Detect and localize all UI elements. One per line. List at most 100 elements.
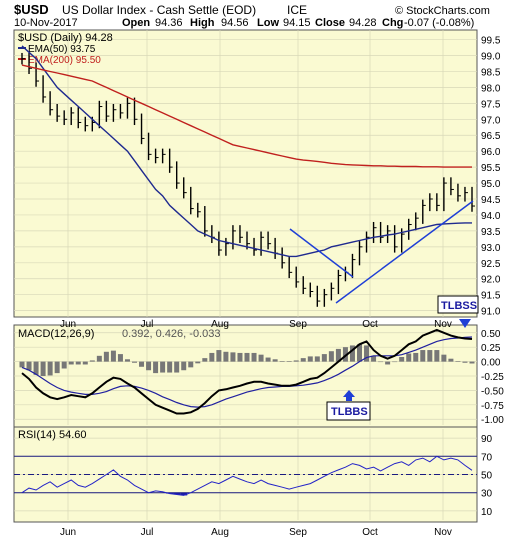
macd-histogram-bar xyxy=(420,350,426,362)
rsi-y-tick-label: 90 xyxy=(481,434,493,445)
high-label: High xyxy=(190,17,215,29)
macd-histogram-bar xyxy=(47,361,53,376)
tlbss-arrow-icon xyxy=(459,319,471,328)
macd-histogram-bar xyxy=(251,352,257,362)
macd-histogram-bar xyxy=(174,361,180,373)
macd-histogram-bar xyxy=(124,359,130,362)
price-y-tick-label: 98.0 xyxy=(481,83,501,94)
x-tick-labels: Jun Jul Aug Sep Oct Nov Jun Jul Aug Sep Oct Nov xyxy=(60,319,452,538)
macd-histogram-bar xyxy=(167,361,173,373)
macd-y-tick-label: -0.75 xyxy=(481,401,504,412)
macd-histogram-bar xyxy=(188,361,194,368)
price-y-tick-label: 94.0 xyxy=(481,211,501,222)
downtrend-line xyxy=(289,228,354,278)
source-credit: © StockCharts.com xyxy=(395,5,490,17)
change-value: -0.07 (-0.08%) xyxy=(404,17,474,29)
macd-histogram-bar xyxy=(19,361,25,368)
x-tick-label: Oct xyxy=(362,319,378,330)
tlbbs-arrow-icon xyxy=(343,390,355,401)
rsi-y-tick-label: 70 xyxy=(481,452,493,463)
x-tick-label: Jul xyxy=(141,527,154,538)
macd-histogram-bar xyxy=(385,361,391,365)
macd-histogram-bar xyxy=(209,352,215,362)
macd-signal-line xyxy=(21,336,473,408)
macd-legend-label: MACD(12,26,9) xyxy=(18,328,94,340)
rsi-series xyxy=(14,455,477,496)
price-y-tick-label: 91.0 xyxy=(481,307,501,318)
tlbss-box xyxy=(437,295,479,314)
macd-histogram-bar xyxy=(103,351,109,362)
macd-histogram-bar xyxy=(265,357,271,362)
macd-histogram-bar xyxy=(26,361,32,371)
macd-histogram-bar xyxy=(82,361,88,365)
y-tick-labels: 91.0 91.5 92.0 92.5 93.0 93.5 94.0 94.5 95.0 95.5… xyxy=(481,36,504,518)
price-y-tick-label: 91.5 xyxy=(481,291,501,302)
macd-histogram-bar xyxy=(68,361,74,365)
macd-histogram-bar xyxy=(364,345,370,362)
macd-histogram-bar xyxy=(441,354,447,362)
rsi-line xyxy=(21,455,473,496)
macd-histogram-bar xyxy=(216,350,222,362)
tlbss-annotation: TLBSS xyxy=(437,295,479,328)
macd-histogram-bar xyxy=(293,360,299,362)
price-y-tick-label: 98.5 xyxy=(481,67,501,78)
macd-histogram-bar xyxy=(96,355,102,362)
price-legend-label: $USD (Daily) 94.28 xyxy=(18,32,113,44)
high-value: 94.56 xyxy=(221,17,249,29)
price-y-tick-label: 95.5 xyxy=(481,163,501,174)
macd-histogram-bar xyxy=(139,361,145,367)
x-tick-label: Nov xyxy=(434,319,452,330)
macd-histogram-bar xyxy=(392,361,398,363)
date-label: 10-Nov-2017 xyxy=(14,17,78,29)
change-label: Chg xyxy=(382,17,403,29)
macd-histogram-bar xyxy=(448,358,454,362)
ema50-legend-label: EMA(50) 93.75 xyxy=(28,44,96,55)
macd-histogram-bar xyxy=(181,361,187,371)
rsi-y-tick-label: 30 xyxy=(481,489,493,500)
price-y-tick-label: 96.0 xyxy=(481,147,501,158)
macd-histogram-bar xyxy=(117,354,123,362)
macd-histogram-bar xyxy=(462,361,468,363)
price-y-tick-label: 92.5 xyxy=(481,259,501,270)
x-tick-label: Oct xyxy=(362,527,378,538)
exchange: ICE xyxy=(287,3,307,17)
macd-histogram-bar xyxy=(300,358,306,362)
macd-histogram-bar xyxy=(378,361,384,363)
macd-histogram-bar xyxy=(321,354,327,362)
macd-histogram-bar xyxy=(279,361,285,362)
macd-histogram-bar xyxy=(75,361,81,365)
price-y-tick-label: 92.0 xyxy=(481,275,501,286)
macd-histogram-bar xyxy=(40,361,46,376)
macd-legend-values: 0.392, 0.426, -0.033 xyxy=(122,328,220,340)
macd-histogram-bar xyxy=(342,347,348,362)
uptrend-line xyxy=(335,200,474,304)
macd-histogram-bar xyxy=(244,352,250,362)
price-y-tick-label: 99.0 xyxy=(481,52,501,63)
macd-histogram-bar xyxy=(110,350,116,362)
low-label: Low xyxy=(257,17,279,29)
macd-histogram-bar xyxy=(434,350,440,362)
macd-histogram-bar xyxy=(286,361,292,362)
macd-histogram-bar xyxy=(153,361,159,374)
symbol: $USD xyxy=(14,2,49,17)
macd-y-tick-label: 0.50 xyxy=(481,329,501,340)
rsi-oversold-fill xyxy=(173,492,181,495)
price-y-tick-label: 93.0 xyxy=(481,243,501,254)
rsi-legend-label: RSI(14) 54.60 xyxy=(18,429,86,441)
low-value: 94.15 xyxy=(283,17,311,29)
macd-histogram-bar xyxy=(413,352,419,362)
tlbbs-annotation: TLBBS xyxy=(326,390,371,421)
macd-y-tick-label: 0.00 xyxy=(481,358,501,369)
macd-histogram-bar xyxy=(357,344,362,362)
tlbbs-label: TLBBS xyxy=(331,406,368,418)
macd-histogram-bar xyxy=(371,355,377,362)
macd-histogram-bar xyxy=(314,356,320,362)
price-panel xyxy=(13,29,478,318)
macd-histogram-bar xyxy=(406,353,412,362)
instrument-name: US Dollar Index - Cash Settle (EOD) xyxy=(62,3,256,17)
macd-line xyxy=(21,328,473,415)
rsi-oversold-fill xyxy=(180,492,188,496)
macd-histogram-bar xyxy=(195,361,201,364)
macd-y-tick-label: 0.25 xyxy=(481,343,501,354)
